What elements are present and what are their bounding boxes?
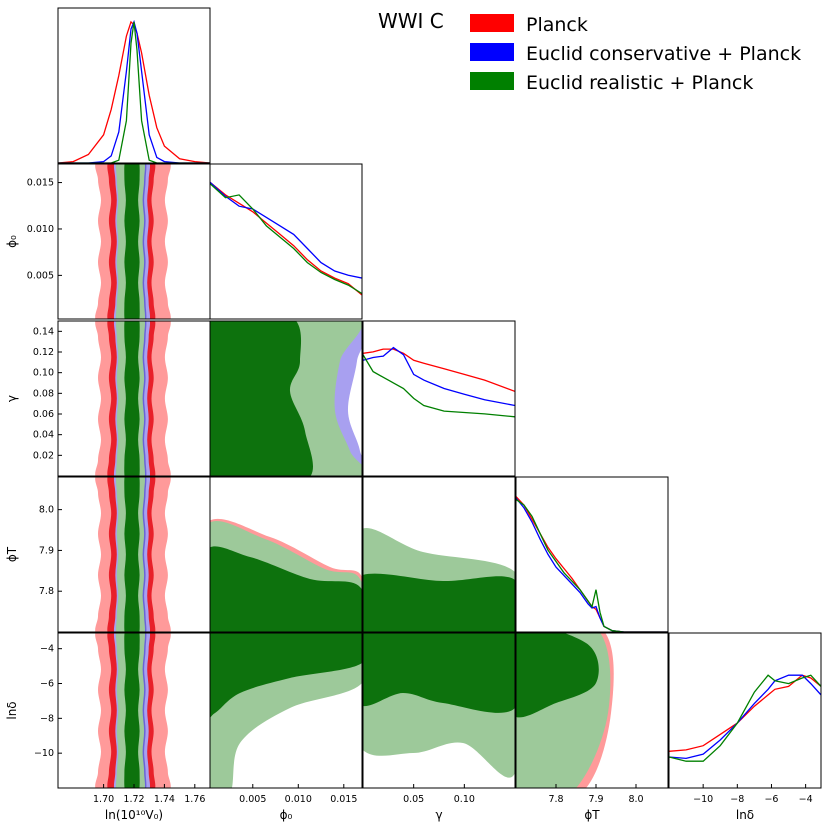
x-tick-label-gamma: 0.05: [403, 794, 424, 805]
y-tick-label-phi0: 0.005: [27, 270, 54, 281]
x-tick-label-lndelta: −6: [764, 794, 778, 805]
x-axis-label-phiT: ϕT: [584, 808, 600, 822]
panel-V0-gamma: [95, 321, 171, 476]
marginal-curve-phiT-1: [516, 497, 668, 632]
y-tick-label-phiT: 8.0: [39, 505, 54, 516]
realistic-68-region: [363, 573, 515, 632]
panel-frame: [209, 632, 363, 789]
panel-phi0-gamma: [210, 321, 362, 476]
x-axis-label-phi0: ϕ₀: [280, 808, 293, 822]
panel-frame: [362, 632, 516, 789]
realistic-68-region: [124, 164, 140, 319]
x-axis-label-lndelta: lnδ: [736, 808, 754, 822]
legend-swatch-planck: [470, 14, 514, 32]
panel-frame: [668, 632, 822, 789]
y-tick-label-gamma: 0.04: [33, 430, 54, 441]
realistic-68-region: [124, 321, 140, 476]
panel-frame: [362, 320, 516, 477]
x-tick-label-V0: 1.72: [123, 794, 144, 805]
y-axis-label-phiT: ϕT: [5, 546, 19, 562]
marginal-curve-phi0-0: [210, 181, 362, 296]
panel-frame: [209, 320, 363, 477]
realistic-68-region: [124, 477, 140, 632]
legend-swatch-conservative: [470, 43, 514, 61]
x-tick-label-phi0: 0.010: [285, 794, 312, 805]
panel-frame: [57, 7, 211, 164]
marginal-curve-phiT-0: [516, 496, 668, 632]
x-tick-label-V0: 1.74: [154, 794, 175, 805]
panel-phiT-lndelta: [516, 633, 614, 788]
y-tick-label-gamma: 0.08: [33, 388, 54, 399]
panel-phi0-phiT: [210, 518, 362, 632]
realistic-68-region: [210, 546, 362, 632]
realistic-68-region: [124, 633, 140, 788]
legend-label-realistic: Euclid realistic + Planck: [526, 72, 753, 94]
panel-gamma-phiT: [363, 527, 515, 632]
y-tick-label-gamma: 0.06: [33, 409, 54, 420]
marginal-curve-gamma-0: [363, 348, 515, 393]
x-tick-label-phiT: 7.9: [588, 794, 603, 805]
y-tick-label-lndelta: −6: [40, 679, 54, 690]
legend-label-conservative: Euclid conservative + Planck: [526, 43, 801, 65]
marginal-curve-V0-0: [58, 20, 210, 163]
y-axis-label-lndelta: lnδ: [5, 701, 19, 719]
marginal-curve-lndelta-0: [669, 674, 821, 752]
y-tick-label-lndelta: −4: [40, 644, 54, 655]
marginal-curve-lndelta-2: [669, 674, 821, 762]
y-axis-label-phi0: ϕ₀: [5, 235, 19, 248]
x-tick-label-V0: 1.70: [93, 794, 114, 805]
x-tick-label-phi0: 0.015: [330, 794, 357, 805]
marginal-curve-gamma-1: [363, 346, 515, 407]
y-tick-label-phi0: 0.010: [27, 224, 54, 235]
panel-frame: [362, 476, 516, 633]
legend-label-planck: Planck: [526, 14, 588, 36]
marginal-curve-phi0-1: [210, 181, 362, 279]
y-axis-label-gamma: γ: [5, 395, 19, 402]
x-axis-label-V0: ln(10¹⁰V₀): [105, 808, 163, 822]
y-tick-label-lndelta: −10: [34, 748, 54, 759]
x-tick-label-lndelta: −10: [693, 794, 713, 805]
y-tick-label-gamma: 0.02: [33, 450, 54, 461]
panel-V0-phi0: [95, 164, 171, 319]
y-tick-label-phiT: 7.8: [39, 586, 54, 597]
marginal-curve-V0-2: [58, 21, 210, 163]
x-tick-label-lndelta: −8: [730, 794, 744, 805]
panel-V0-phiT: [95, 477, 171, 632]
realistic-68-region: [363, 633, 515, 713]
chart-title: WWI C: [378, 9, 444, 33]
marginal-curve-V0-1: [58, 19, 210, 163]
realistic-68-region: [210, 321, 313, 476]
marginal-curve-phiT-2: [516, 498, 668, 632]
panel-frame: [209, 476, 363, 633]
y-tick-label-lndelta: −8: [40, 713, 54, 724]
x-tick-label-phiT: 8.0: [628, 794, 643, 805]
realistic-68-region: [516, 633, 599, 718]
marginal-curve-gamma-2: [363, 354, 515, 418]
marginal-curve-phi0-2: [210, 183, 362, 295]
legend-swatch-realistic: [470, 72, 514, 90]
x-tick-label-phi0: 0.005: [239, 794, 266, 805]
y-tick-label-gamma: 0.14: [33, 326, 54, 337]
panel-V0-lndelta: [95, 633, 171, 788]
x-axis-label-gamma: γ: [435, 808, 442, 822]
panel-frame: [209, 163, 363, 320]
panel-phi0-lndelta: [210, 633, 362, 788]
x-tick-label-phiT: 7.8: [548, 794, 563, 805]
y-tick-label-phiT: 7.9: [39, 545, 54, 556]
panel-gamma-lndelta: [363, 633, 515, 778]
x-tick-label-lndelta: −4: [799, 794, 813, 805]
y-tick-label-gamma: 0.12: [33, 347, 54, 358]
panel-frame: [515, 476, 669, 633]
legend: Planck Euclid conservative + Planck Eucl…: [470, 14, 801, 94]
x-tick-label-gamma: 0.10: [454, 794, 475, 805]
x-tick-label-V0: 1.76: [184, 794, 205, 805]
marginal-curve-lndelta-1: [669, 674, 821, 760]
y-tick-label-gamma: 0.10: [33, 368, 54, 379]
y-tick-label-phi0: 0.015: [27, 178, 54, 189]
panel-frame: [515, 632, 669, 789]
realistic-68-region: [210, 633, 362, 718]
